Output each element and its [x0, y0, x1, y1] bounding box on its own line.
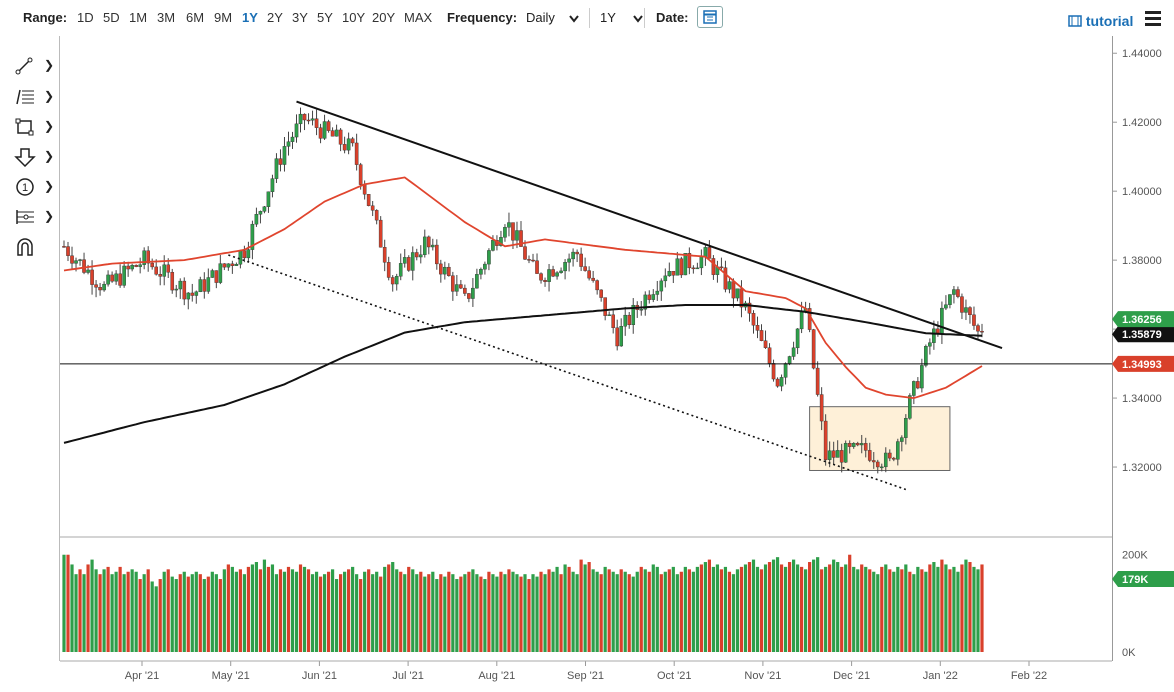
chevron-right-icon: ❯ [44, 119, 55, 133]
y-axis: 1.44000 1.42000 1.40000 1.38000 1.36000 1.340… [1112, 48, 1162, 474]
ma200-price-label-bg [1112, 326, 1174, 343]
magnet-icon [17, 238, 33, 256]
chevron-down-icon [633, 14, 644, 23]
x-tick-label: Jun '21 [302, 670, 337, 682]
chevron-right-icon: ❯ [44, 149, 55, 163]
fibonacci-tool[interactable]: ❯ [14, 87, 54, 109]
range-3m[interactable]: 3M [157, 10, 176, 25]
ma50-price-label-bg [1112, 355, 1174, 372]
calendar-icon [703, 10, 717, 24]
y-tick-label: 1.40000 [1122, 186, 1162, 198]
frequency-value: Daily [526, 10, 555, 25]
frequency-label: Frequency: [447, 10, 518, 25]
last-price-label-bg [1112, 311, 1174, 328]
x-tick-label: Jul '21 [392, 670, 423, 682]
date-label: Date: [656, 10, 689, 25]
date-picker-button[interactable] [697, 6, 723, 28]
film-icon [1068, 15, 1082, 27]
volume-axis-label: 0K [1122, 647, 1136, 659]
range-20y[interactable]: 20Y [372, 10, 396, 25]
last-price-label: 1.36256 [1122, 314, 1162, 326]
range-2y[interactable]: 2Y [267, 10, 283, 25]
volume-axis-label: 200K [1122, 550, 1148, 562]
y-tick-label: 1.42000 [1122, 117, 1162, 129]
tutorial-link[interactable]: tutorial [1068, 13, 1133, 29]
y-tick-label: 1.34000 [1122, 393, 1162, 405]
pitchfork-icon [16, 210, 34, 224]
range-3y[interactable]: 3Y [292, 10, 308, 25]
svg-text:1: 1 [22, 182, 28, 194]
chart-frame [59, 36, 1113, 661]
magnet-tool[interactable] [14, 237, 54, 259]
period-select[interactable]: 1Y [600, 10, 644, 25]
volume-value-label-bg [1112, 570, 1174, 587]
period-value: 1Y [600, 10, 616, 25]
range-9m[interactable]: 9M [214, 10, 233, 25]
toolbar: Range: 1D 5D 1M 3M 6M 9M 1Y 2Y 3Y 5Y 10Y… [0, 0, 1174, 36]
chevron-right-icon: ❯ [44, 58, 55, 72]
x-tick-label: Sep '21 [567, 670, 604, 682]
fibonacci-icon [16, 89, 34, 105]
range-label: Range: [23, 10, 68, 25]
x-tick-label: Oct '21 [657, 670, 692, 682]
ma50-price-label: 1.34993 [1122, 359, 1162, 371]
ma200-price-label: 1.35879 [1122, 329, 1162, 341]
arrow-tool[interactable]: ❯ [14, 147, 54, 169]
range-10y[interactable]: 10Y [342, 10, 366, 25]
y-tick-label: 1.44000 [1122, 48, 1162, 60]
chevron-right-icon: ❯ [44, 179, 55, 193]
range-5y[interactable]: 5Y [317, 10, 333, 25]
number-marker-icon: 1 [16, 178, 34, 196]
chevron-right-icon: ❯ [44, 209, 55, 223]
range-1m[interactable]: 1M [129, 10, 148, 25]
arrow-down-icon [14, 148, 36, 168]
pitchfork-tool[interactable]: ❯ [14, 207, 54, 229]
y-tick-label: 1.38000 [1122, 255, 1162, 267]
y-tick-label: 1.36000 [1122, 324, 1162, 336]
toolbar-divider [644, 8, 645, 28]
range-1d[interactable]: 1D [77, 10, 94, 25]
range-1y[interactable]: 1Y [242, 10, 258, 25]
x-tick-label: Feb '22 [1011, 670, 1047, 682]
rectangle-icon [15, 118, 34, 136]
y-tick-label: 1.32000 [1122, 462, 1162, 474]
trendline-tool[interactable]: ❯ [14, 56, 54, 78]
x-tick-label: Apr '21 [125, 670, 160, 682]
x-axis: Apr '21 May '21 Jun '21 Jul '21 Aug '21 Sep '… [125, 661, 1047, 682]
marker-tool[interactable]: 1 ❯ [14, 177, 54, 199]
rectangle-tool[interactable]: ❯ [14, 117, 54, 139]
x-tick-label: Aug '21 [478, 670, 515, 682]
frequency-select[interactable]: Daily [526, 10, 579, 25]
price-labels: 1.35879 1.36256 1.34993 179K [1112, 311, 1174, 587]
x-tick-label: Nov '21 [744, 670, 781, 682]
trendline-icon [15, 57, 33, 75]
volume-value-label: 179K [1122, 574, 1148, 586]
range-6m[interactable]: 6M [186, 10, 205, 25]
x-tick-label: Jan '22 [923, 670, 958, 682]
range-max[interactable]: MAX [404, 10, 433, 25]
menu-icon[interactable] [1145, 11, 1161, 29]
toolbar-divider [589, 8, 590, 28]
chevron-right-icon: ❯ [44, 89, 55, 103]
range-5d[interactable]: 5D [103, 10, 120, 25]
x-tick-label: May '21 [212, 670, 250, 682]
chevron-down-icon [568, 14, 579, 23]
x-tick-label: Dec '21 [833, 670, 870, 682]
tutorial-label: tutorial [1085, 13, 1134, 29]
